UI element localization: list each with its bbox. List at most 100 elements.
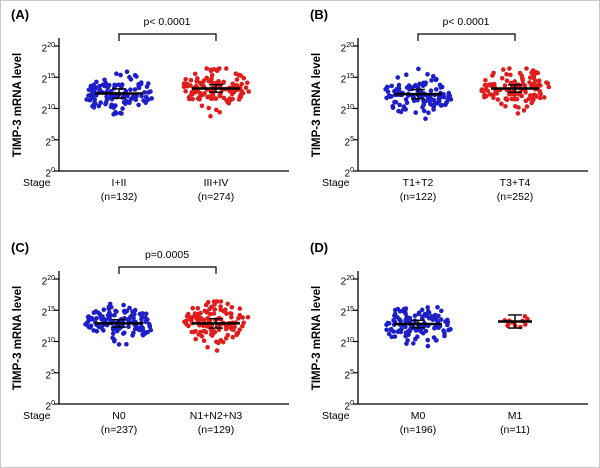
data-point [439, 102, 445, 108]
data-point [234, 331, 239, 336]
data-point [121, 331, 126, 336]
data-point [485, 83, 490, 88]
data-point [143, 311, 149, 317]
panel-label: (B) [310, 7, 329, 22]
data-point [507, 66, 512, 71]
group-n-label: (n=237) [100, 424, 138, 436]
y-tick-label: 25 [45, 136, 55, 149]
data-point [487, 92, 493, 97]
data-point [127, 100, 132, 106]
data-point [183, 89, 188, 94]
y-tick-label: 220 [340, 275, 354, 288]
data-point [516, 105, 521, 110]
data-point [395, 315, 400, 320]
data-point [530, 74, 536, 79]
data-point [234, 83, 240, 88]
data-point [142, 90, 147, 95]
data-point [202, 91, 207, 96]
x-axis-title: Stage [322, 410, 350, 422]
data-point [426, 309, 431, 314]
data-point [87, 316, 92, 321]
data-point [148, 89, 153, 94]
data-point [183, 77, 188, 82]
data-point [245, 80, 250, 86]
data-point [237, 306, 243, 311]
data-point [396, 82, 402, 88]
x-axis-title: Stage [322, 177, 350, 189]
data-point [431, 74, 436, 79]
data-point [537, 95, 543, 101]
significance-bracket [417, 33, 516, 41]
x-axis-title: Stage [23, 410, 51, 422]
data-point [212, 307, 218, 312]
data-point [218, 304, 223, 309]
data-point [384, 322, 389, 328]
data-point [546, 84, 552, 90]
data-point [413, 110, 418, 115]
data-point [404, 72, 409, 77]
data-point [423, 99, 428, 104]
data-point [446, 93, 451, 98]
data-point [84, 97, 89, 102]
data-point [404, 100, 410, 106]
data-point [499, 75, 505, 81]
data-point [533, 69, 538, 75]
data-point [110, 331, 116, 336]
y-tick-label: 215 [340, 73, 354, 86]
data-point [136, 102, 141, 108]
data-point [138, 81, 144, 87]
group-label: N0 [112, 410, 126, 422]
data-point [86, 93, 91, 98]
data-point [128, 87, 133, 92]
data-point [102, 77, 107, 83]
data-point [207, 318, 213, 323]
data-point [204, 310, 210, 315]
data-point [406, 332, 411, 338]
data-point [112, 312, 117, 318]
group-n-label: (n=196) [399, 424, 437, 436]
y-tick-label: 215 [41, 306, 55, 319]
data-point [416, 66, 421, 72]
data-point [225, 301, 230, 307]
data-point [112, 339, 117, 344]
panel-d: (D) TIMP-3 mRNA level 220 215 210 25 20 … [300, 234, 599, 467]
data-point [391, 318, 396, 323]
data-point [542, 95, 547, 100]
data-point [429, 78, 434, 83]
data-point [201, 328, 207, 334]
data-point [146, 81, 151, 86]
data-point [96, 103, 102, 109]
data-point [209, 304, 214, 310]
data-point [214, 348, 220, 353]
data-point [97, 87, 103, 92]
data-point [103, 100, 109, 105]
data-point [523, 90, 528, 95]
y-tick-label: 220 [340, 42, 354, 55]
data-point [445, 319, 451, 325]
data-point [241, 75, 247, 81]
scatter-plot-b [353, 33, 588, 172]
data-point [114, 71, 119, 76]
data-point [206, 78, 212, 84]
data-point [97, 311, 102, 317]
data-point [131, 315, 136, 321]
data-point [499, 101, 504, 107]
data-point [110, 335, 115, 341]
data-point [118, 110, 123, 116]
data-point [389, 83, 395, 89]
data-point [145, 317, 150, 322]
data-point [190, 92, 195, 97]
data-point [239, 81, 244, 87]
data-point [118, 72, 123, 78]
y-tick-label: 215 [41, 73, 55, 86]
group-label: III+IV [203, 177, 229, 189]
scatter-plot-d [353, 271, 588, 405]
group-n-label: (n=129) [197, 424, 235, 436]
data-point [143, 94, 149, 100]
p-value-label: p< 0.0001 [442, 16, 490, 28]
data-point [204, 66, 209, 71]
data-point [191, 329, 196, 335]
data-point [228, 311, 233, 316]
data-point [407, 328, 413, 334]
data-point [395, 75, 401, 80]
